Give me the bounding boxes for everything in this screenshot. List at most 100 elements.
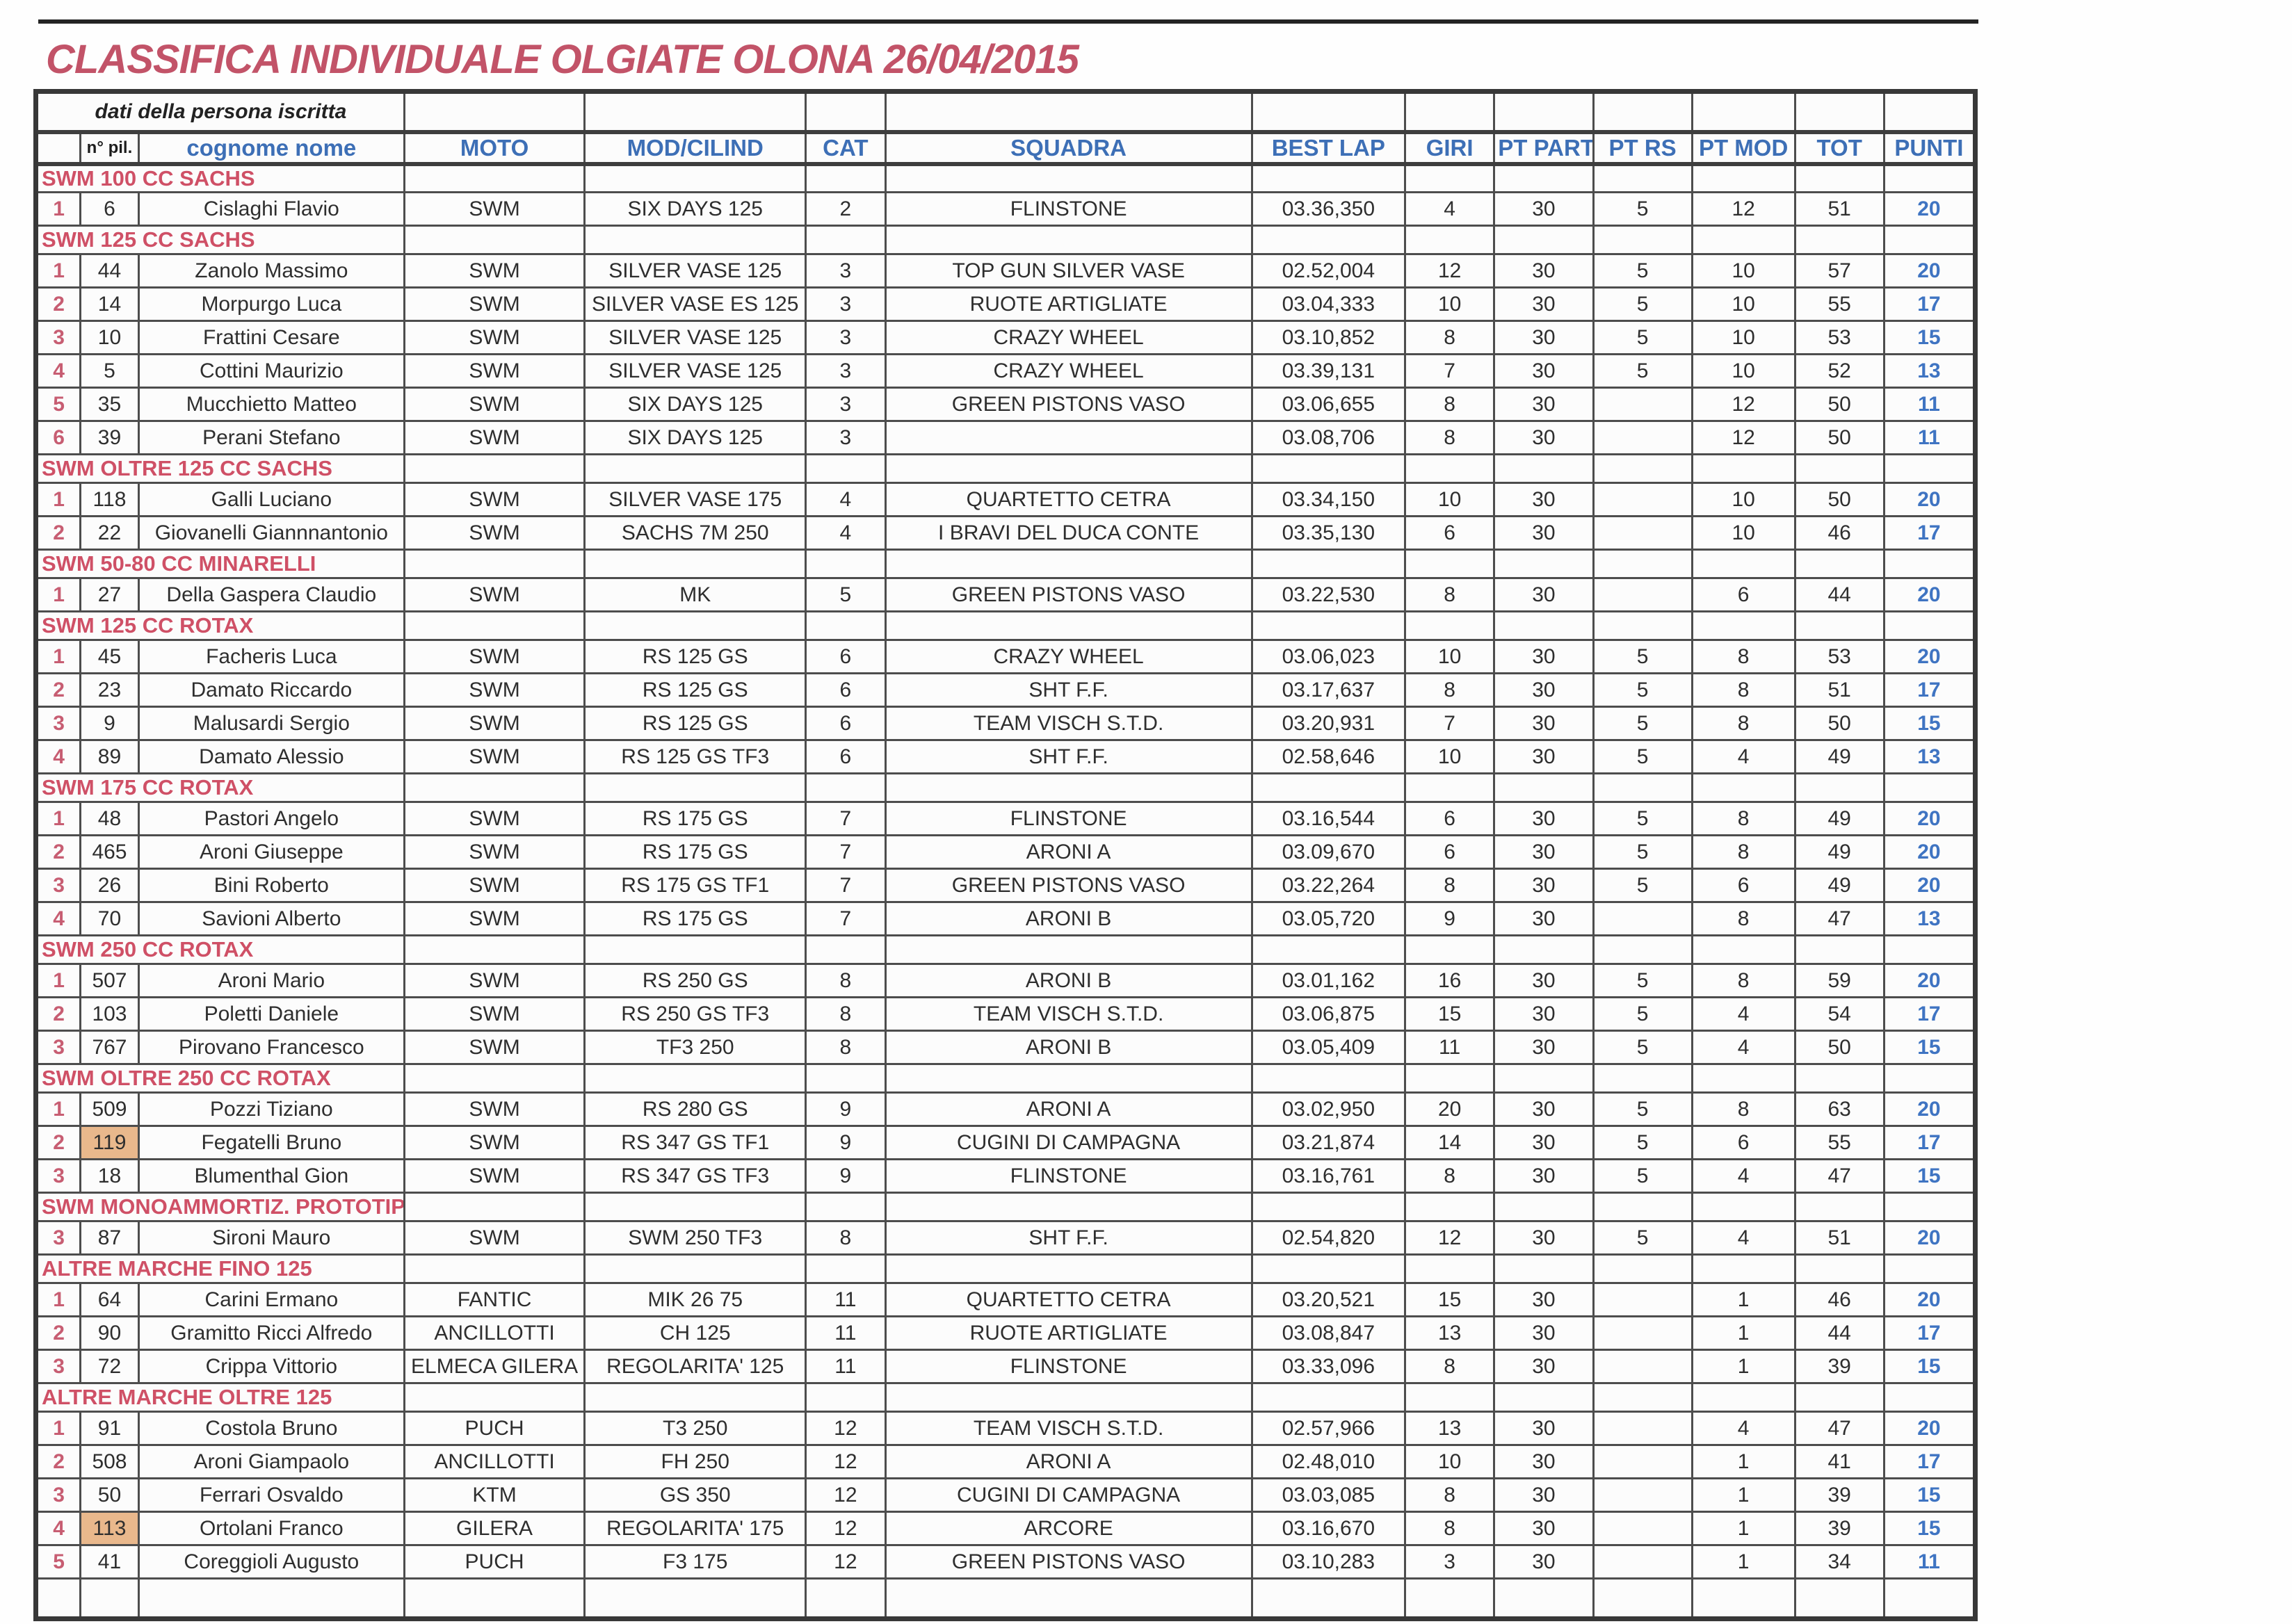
rider-number-cell: 767 bbox=[79, 1030, 140, 1065]
pt-rs-cell bbox=[1592, 1349, 1693, 1384]
section-empty-cell bbox=[1250, 225, 1406, 255]
position-cell: 1 bbox=[34, 253, 82, 289]
laps-cell: 10 bbox=[1403, 286, 1496, 322]
points-cell: 20 bbox=[1882, 1091, 1977, 1127]
pt-part-cell: 30 bbox=[1493, 1220, 1595, 1256]
model-cell: SILVER VASE 125 bbox=[583, 353, 807, 389]
col-header-moto: MOTO bbox=[403, 131, 586, 166]
moto-cell: SWM bbox=[403, 834, 586, 870]
moto-cell: ANCILLOTTI bbox=[403, 1444, 586, 1479]
section-empty-cell bbox=[884, 1192, 1253, 1222]
section-empty-cell bbox=[1882, 934, 1977, 965]
laps-cell: 6 bbox=[1403, 515, 1496, 551]
points-cell: 11 bbox=[1882, 420, 1977, 455]
section-empty-cell bbox=[884, 163, 1253, 193]
category-cell: 11 bbox=[805, 1282, 887, 1317]
section-empty-cell bbox=[884, 610, 1253, 641]
top-rule bbox=[38, 19, 1978, 24]
best-lap-cell: 03.05,409 bbox=[1250, 1030, 1406, 1065]
position-cell: 3 bbox=[34, 1158, 82, 1194]
points-cell: 20 bbox=[1882, 963, 1977, 998]
rider-number-cell: 508 bbox=[79, 1444, 140, 1479]
rider-name-cell: Carini Ermano bbox=[137, 1282, 405, 1317]
total-cell: 50 bbox=[1793, 420, 1885, 455]
section-empty-cell bbox=[1403, 1063, 1496, 1094]
laps-cell: 8 bbox=[1403, 868, 1496, 903]
total-cell: 49 bbox=[1793, 739, 1885, 774]
pt-rs-cell bbox=[1592, 1411, 1693, 1446]
section-empty-cell bbox=[583, 772, 807, 803]
moto-cell: SWM bbox=[403, 1220, 586, 1256]
laps-cell: 20 bbox=[1403, 1091, 1496, 1127]
pt-mod-cell: 8 bbox=[1690, 1091, 1796, 1127]
section-empty-cell bbox=[1882, 1253, 1977, 1284]
position-cell: 3 bbox=[34, 1220, 82, 1256]
pt-mod-cell: 12 bbox=[1690, 420, 1796, 455]
rider-name-cell: Malusardi Sergio bbox=[137, 706, 405, 741]
rider-name-cell: Zanolo Massimo bbox=[137, 253, 405, 289]
rider-number-cell: 10 bbox=[79, 320, 140, 355]
section-empty-cell bbox=[805, 772, 887, 803]
moto-cell: KTM bbox=[403, 1477, 586, 1513]
total-cell: 49 bbox=[1793, 868, 1885, 903]
rider-name-cell: Morpurgo Luca bbox=[137, 286, 405, 322]
pt-rs-cell: 5 bbox=[1592, 963, 1693, 998]
section-empty-cell bbox=[583, 1063, 807, 1094]
rider-number-cell: 27 bbox=[79, 577, 140, 612]
section-empty-cell bbox=[403, 225, 586, 255]
best-lap-cell: 03.16,761 bbox=[1250, 1158, 1406, 1194]
empty-cell bbox=[1882, 1577, 1977, 1620]
pt-mod-cell: 4 bbox=[1690, 1411, 1796, 1446]
category-cell: 4 bbox=[805, 482, 887, 517]
rider-name-cell: Blumenthal Gion bbox=[137, 1158, 405, 1194]
best-lap-cell: 03.10,283 bbox=[1250, 1544, 1406, 1580]
position-cell: 2 bbox=[34, 996, 82, 1032]
position-cell: 2 bbox=[34, 286, 82, 322]
team-cell: I BRAVI DEL DUCA CONTE bbox=[884, 515, 1253, 551]
position-cell: 1 bbox=[34, 482, 82, 517]
rider-name-cell: Cislaghi Flavio bbox=[137, 191, 405, 227]
model-cell: SILVER VASE 175 bbox=[583, 482, 807, 517]
pt-rs-cell: 5 bbox=[1592, 801, 1693, 836]
section-empty-cell bbox=[884, 549, 1253, 579]
section-empty-cell bbox=[805, 549, 887, 579]
pt-rs-cell: 5 bbox=[1592, 1091, 1693, 1127]
pt-part-cell: 30 bbox=[1493, 1091, 1595, 1127]
moto-cell: PUCH bbox=[403, 1544, 586, 1580]
pt-mod-cell: 6 bbox=[1690, 868, 1796, 903]
page-title: CLASSIFICA INDIVIDUALE OLGIATE OLONA 26/… bbox=[46, 37, 1079, 82]
team-cell: ARONI B bbox=[884, 963, 1253, 998]
pt-part-cell: 30 bbox=[1493, 996, 1595, 1032]
model-cell: SILVER VASE 125 bbox=[583, 320, 807, 355]
laps-cell: 12 bbox=[1403, 253, 1496, 289]
category-cell: 7 bbox=[805, 834, 887, 870]
pt-part-cell: 30 bbox=[1493, 1315, 1595, 1351]
team-cell: RUOTE ARTIGLIATE bbox=[884, 1315, 1253, 1351]
section-empty-cell bbox=[1882, 1382, 1977, 1413]
section-title: SWM 125 CC ROTAX bbox=[35, 610, 405, 641]
table-row: 4 5 Cottini Maurizio SWM SILVER VASE 125 3 CRA… bbox=[34, 353, 1977, 389]
rider-number-cell: 89 bbox=[79, 739, 140, 774]
rider-name-cell: Aroni Mario bbox=[137, 963, 405, 998]
model-cell: SWM 250 TF3 bbox=[583, 1220, 807, 1256]
rider-name-cell: Costola Bruno bbox=[137, 1411, 405, 1446]
best-lap-cell: 03.03,085 bbox=[1250, 1477, 1406, 1513]
total-cell: 55 bbox=[1793, 286, 1885, 322]
pt-rs-cell: 5 bbox=[1592, 191, 1693, 227]
section-empty-cell bbox=[1592, 1192, 1693, 1222]
total-cell: 50 bbox=[1793, 387, 1885, 422]
table-row: 3 72 Crippa Vittorio ELMECA GILERA REGOLARIT… bbox=[34, 1349, 1977, 1384]
category-cell: 5 bbox=[805, 577, 887, 612]
table-row: 3 18 Blumenthal Gion SWM RS 347 GS TF3 9 FLINS… bbox=[34, 1158, 1977, 1194]
rider-number-cell: 72 bbox=[79, 1349, 140, 1384]
rider-number-cell: 14 bbox=[79, 286, 140, 322]
category-cell: 6 bbox=[805, 672, 887, 708]
pt-rs-cell bbox=[1592, 515, 1693, 551]
pt-rs-cell: 5 bbox=[1592, 868, 1693, 903]
team-cell: TEAM VISCH S.T.D. bbox=[884, 996, 1253, 1032]
table-row: 2 103 Poletti Daniele SWM RS 250 GS TF3 8 TEAM… bbox=[34, 996, 1977, 1032]
pt-mod-cell: 8 bbox=[1690, 801, 1796, 836]
section-empty-cell bbox=[805, 1253, 887, 1284]
rider-name-cell: Pozzi Tiziano bbox=[137, 1091, 405, 1127]
category-cell: 12 bbox=[805, 1411, 887, 1446]
